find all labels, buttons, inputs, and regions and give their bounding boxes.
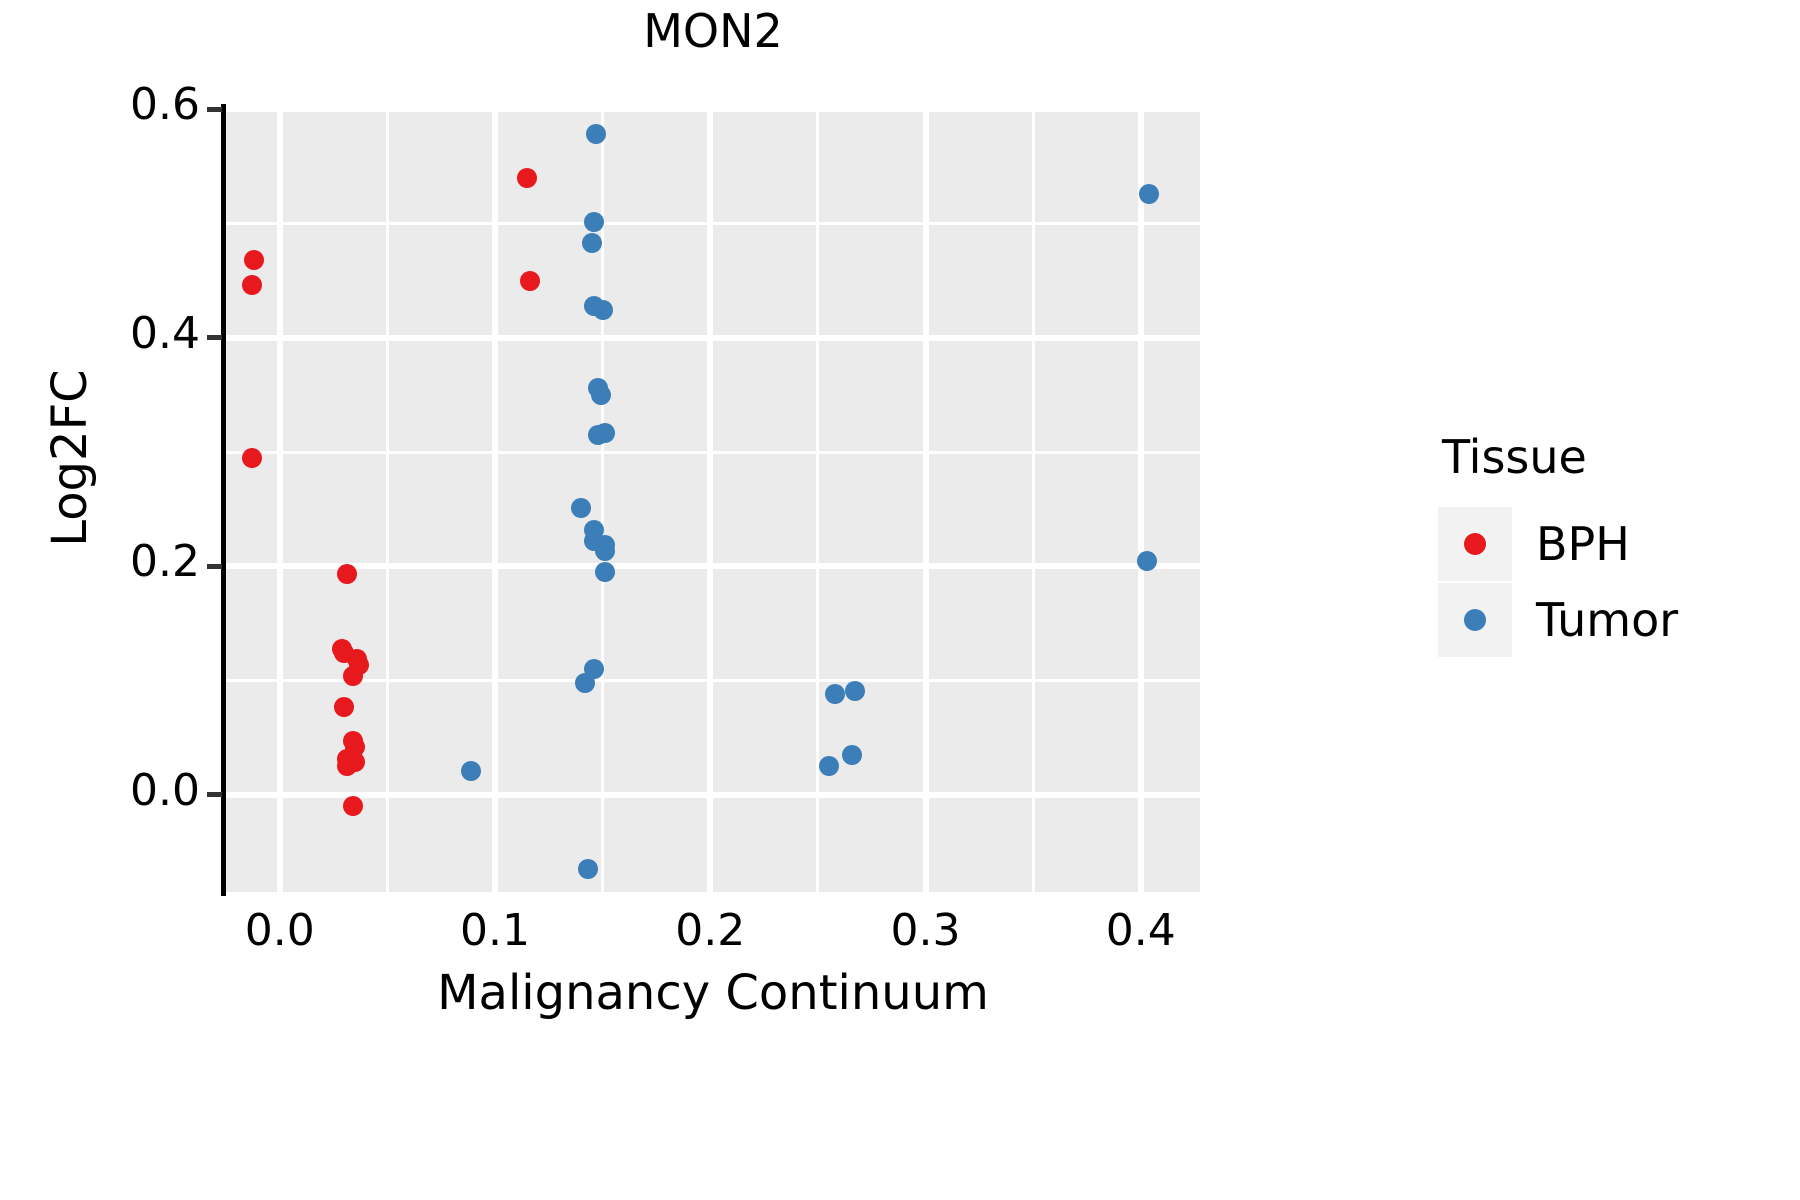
data-point-bph	[517, 167, 538, 188]
gridline-minor-vertical	[601, 108, 605, 892]
y-axis-tick	[207, 106, 222, 112]
x-axis-tick-label: 0.1	[460, 905, 531, 956]
y-axis-tick-label: 0.2	[130, 536, 200, 588]
y-axis-tick-label: 0.0	[130, 764, 200, 816]
data-point-bph	[336, 564, 357, 585]
x-axis-tick-label: 0.3	[890, 905, 961, 956]
data-point-bph	[241, 275, 262, 296]
data-point-tumor	[575, 672, 596, 693]
x-axis-tick-label: 0.4	[1105, 905, 1176, 956]
data-point-tumor	[594, 541, 615, 562]
data-point-tumor	[844, 680, 865, 701]
gridline-major-vertical	[707, 108, 714, 892]
legend-dot-icon	[1464, 533, 1486, 555]
x-axis-tick-label: 0.2	[675, 905, 746, 956]
data-point-bph	[334, 696, 355, 717]
legend-entries: BPH Tumor	[1438, 506, 1778, 658]
y-axis-title: Log2FC	[42, 369, 98, 547]
y-axis-tick-label: 0.6	[130, 79, 200, 131]
data-point-tumor	[842, 744, 863, 765]
data-point-bph	[241, 447, 262, 468]
legend-item-label: Tumor	[1536, 593, 1679, 647]
legend: Tissue BPH Tumor	[1438, 430, 1778, 658]
gridline-major-vertical	[492, 108, 499, 892]
data-point-tumor	[461, 760, 482, 781]
legend-item-label: BPH	[1536, 517, 1630, 571]
data-point-tumor	[584, 212, 605, 233]
gridline-major-vertical	[276, 108, 283, 892]
legend-item-tumor[interactable]: Tumor	[1438, 582, 1778, 658]
data-point-tumor	[571, 498, 592, 518]
legend-dot-icon	[1464, 609, 1486, 631]
gridline-minor-horizontal	[226, 907, 1200, 911]
data-point-bph	[342, 796, 363, 817]
gridline-minor-vertical	[170, 108, 174, 892]
legend-key-swatch	[1438, 583, 1512, 657]
page-title: MON2	[643, 4, 783, 58]
legend-title: Tissue	[1442, 430, 1587, 484]
data-point-bph	[336, 756, 357, 777]
data-point-tumor	[581, 232, 602, 253]
y-axis-tick	[207, 792, 222, 798]
data-point-bph	[342, 666, 363, 686]
gridline-major-horizontal	[226, 563, 1200, 570]
gridline-major-horizontal	[226, 334, 1200, 341]
data-point-tumor	[818, 756, 839, 777]
legend-item-bph[interactable]: BPH	[1438, 506, 1778, 582]
data-point-tumor	[577, 859, 598, 880]
x-axis-tick-label: 0.0	[244, 905, 315, 956]
data-point-tumor	[590, 384, 611, 405]
gridline-major-horizontal	[226, 791, 1200, 798]
y-axis-tick	[207, 563, 222, 569]
data-point-bph	[519, 270, 540, 291]
data-point-tumor	[1137, 550, 1158, 571]
gridline-major-horizontal	[226, 106, 1200, 113]
data-point-tumor	[586, 124, 607, 145]
gridline-major-vertical	[1137, 108, 1144, 892]
gridline-minor-vertical	[1031, 108, 1035, 892]
gridline-minor-vertical	[385, 108, 389, 892]
x-axis-title: Malignancy Continuum	[437, 965, 989, 1021]
data-point-tumor	[592, 300, 613, 321]
data-point-tumor	[594, 562, 615, 582]
y-axis-line	[221, 104, 226, 896]
legend-key-swatch	[1438, 507, 1512, 581]
data-point-tumor	[825, 684, 846, 705]
gridline-minor-vertical	[816, 108, 820, 892]
data-point-tumor	[594, 422, 615, 443]
y-axis-tick	[207, 335, 222, 341]
data-point-tumor	[1139, 183, 1160, 204]
plot-panel	[170, 106, 1200, 911]
y-axis-tick-label: 0.4	[130, 307, 200, 359]
gridline-major-vertical	[922, 108, 929, 892]
data-point-bph	[243, 250, 264, 270]
